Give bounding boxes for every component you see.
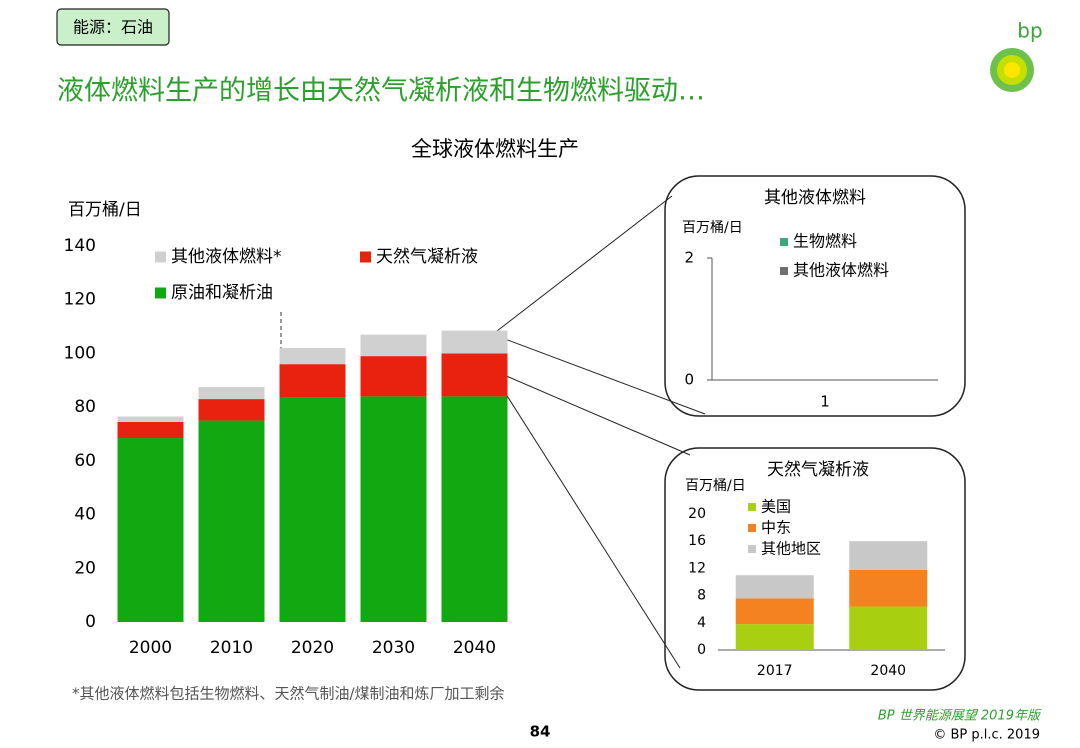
legend-marker (780, 267, 788, 275)
legend-marker (748, 503, 756, 511)
legend-label: 中东 (761, 519, 791, 537)
bar (441, 353, 508, 397)
y-axis-label: 百万桶/日 (682, 220, 743, 236)
legend-label: 其他地区 (761, 540, 821, 558)
y-axis-label: 百万桶/日 (68, 200, 142, 220)
chart-title: 其他液体燃料 (764, 188, 866, 208)
bar (279, 348, 346, 365)
legend-marker (780, 238, 788, 246)
bar (735, 575, 814, 599)
footnote: *其他液体燃料包括生物燃料、天然气制油/煤制油和炼厂加工剩余 (72, 685, 505, 703)
x-tick-label: 1 (820, 393, 830, 411)
bar (279, 397, 346, 622)
y-tick-label: 4 (697, 615, 706, 631)
inset-box (664, 175, 966, 417)
tag: 能源：石油 (73, 18, 153, 37)
page-number: 84 (530, 723, 551, 741)
inset-box (664, 447, 966, 691)
bar (360, 356, 427, 397)
y-tick-label: 140 (64, 236, 96, 256)
connector (496, 335, 706, 415)
y-tick-label: 20 (688, 506, 706, 522)
bar (360, 334, 427, 357)
bar (849, 569, 928, 607)
y-tick-label: 100 (64, 343, 96, 363)
bar (117, 416, 184, 422)
legend-label: 美国 (761, 498, 791, 516)
chart-title: 全球液体燃料生产 (411, 137, 579, 161)
y-tick-label: 80 (74, 397, 96, 417)
bar (735, 624, 814, 650)
y-tick-label: 0 (85, 612, 96, 632)
y-axis-label: 百万桶/日 (685, 478, 746, 494)
connector (496, 195, 673, 332)
legend-label: 天然气凝析液 (376, 247, 478, 267)
y-tick-label: 0 (684, 371, 694, 389)
bar (279, 364, 346, 398)
bar (360, 396, 427, 622)
legend-marker (748, 545, 756, 553)
x-tick-label: 2010 (210, 638, 253, 658)
legend-label: 生物燃料 (793, 232, 857, 251)
copyright: © BP p.l.c. 2019 (933, 728, 1040, 743)
legend-label: 其他液体燃料 (793, 261, 889, 280)
bar (441, 396, 508, 622)
legend-marker (155, 251, 166, 263)
x-tick-label: 2020 (291, 638, 334, 658)
x-tick-label: 2000 (129, 638, 172, 658)
bar (849, 606, 928, 650)
bar (117, 438, 184, 622)
y-tick-label: 16 (688, 533, 706, 549)
bar (849, 541, 928, 570)
logo: bp (990, 19, 1043, 92)
y-tick-label: 0 (697, 642, 706, 658)
x-tick-label: 2040 (453, 638, 496, 658)
x-tick-label: 2040 (870, 663, 906, 679)
publication: BP 世界能源展望 2019年版 (878, 709, 1042, 724)
x-tick-label: 2017 (757, 663, 793, 679)
legend-label: 其他液体燃料* (171, 247, 282, 267)
y-tick-label: 2 (684, 249, 694, 267)
y-tick-label: 60 (74, 451, 96, 471)
bar (735, 598, 814, 625)
tag-box (56, 8, 170, 46)
legend-marker (360, 251, 371, 263)
y-tick-label: 40 (74, 505, 96, 525)
x-tick-label: 2030 (372, 638, 415, 658)
bar (117, 421, 184, 439)
chart-title: 天然气凝析液 (767, 460, 869, 480)
y-tick-label: 20 (74, 558, 96, 578)
bar (198, 420, 265, 622)
y-tick-label: 120 (64, 290, 96, 310)
connector (496, 371, 691, 456)
bar (441, 330, 508, 354)
y-tick-label: 8 (697, 588, 706, 604)
bar (198, 387, 265, 400)
legend-marker (748, 524, 756, 532)
connector (496, 379, 681, 669)
y-tick-label: 12 (688, 560, 706, 576)
slide-title: 液体燃料生产的增长由天然气凝析液和生物燃料驱动… (57, 76, 705, 107)
logo-text: bp (1017, 19, 1042, 43)
legend-label: 原油和凝析油 (171, 283, 273, 303)
legend-marker (155, 287, 166, 299)
bar (198, 399, 265, 421)
